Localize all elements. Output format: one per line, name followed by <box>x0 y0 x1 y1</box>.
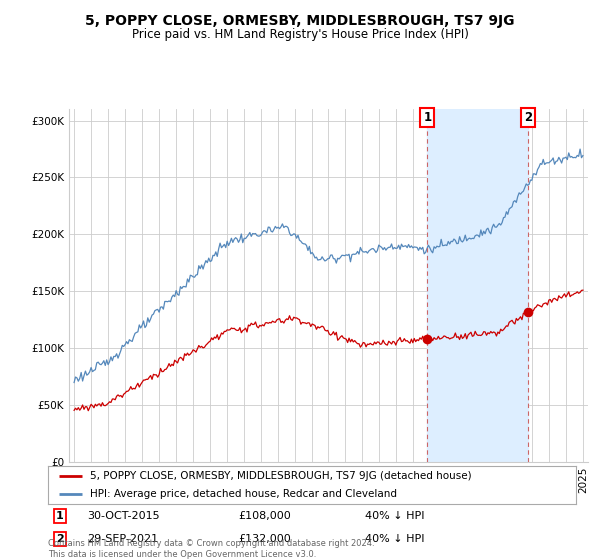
Text: £132,000: £132,000 <box>238 534 291 544</box>
Text: 40% ↓ HPI: 40% ↓ HPI <box>365 534 424 544</box>
Text: HPI: Average price, detached house, Redcar and Cleveland: HPI: Average price, detached house, Redc… <box>90 489 397 499</box>
Text: Contains HM Land Registry data © Crown copyright and database right 2024.
This d: Contains HM Land Registry data © Crown c… <box>48 539 374 559</box>
Text: Price paid vs. HM Land Registry's House Price Index (HPI): Price paid vs. HM Land Registry's House … <box>131 28 469 41</box>
Text: 2: 2 <box>56 534 64 544</box>
Text: 5, POPPY CLOSE, ORMESBY, MIDDLESBROUGH, TS7 9JG (detached house): 5, POPPY CLOSE, ORMESBY, MIDDLESBROUGH, … <box>90 471 472 481</box>
Text: 40% ↓ HPI: 40% ↓ HPI <box>365 511 424 521</box>
Text: 1: 1 <box>424 111 431 124</box>
Text: 5, POPPY CLOSE, ORMESBY, MIDDLESBROUGH, TS7 9JG: 5, POPPY CLOSE, ORMESBY, MIDDLESBROUGH, … <box>85 14 515 28</box>
Text: £108,000: £108,000 <box>238 511 291 521</box>
Text: 29-SEP-2021: 29-SEP-2021 <box>88 534 159 544</box>
Text: 30-OCT-2015: 30-OCT-2015 <box>88 511 160 521</box>
Text: 2: 2 <box>524 111 532 124</box>
Bar <box>427 109 528 462</box>
Text: 1: 1 <box>56 511 64 521</box>
